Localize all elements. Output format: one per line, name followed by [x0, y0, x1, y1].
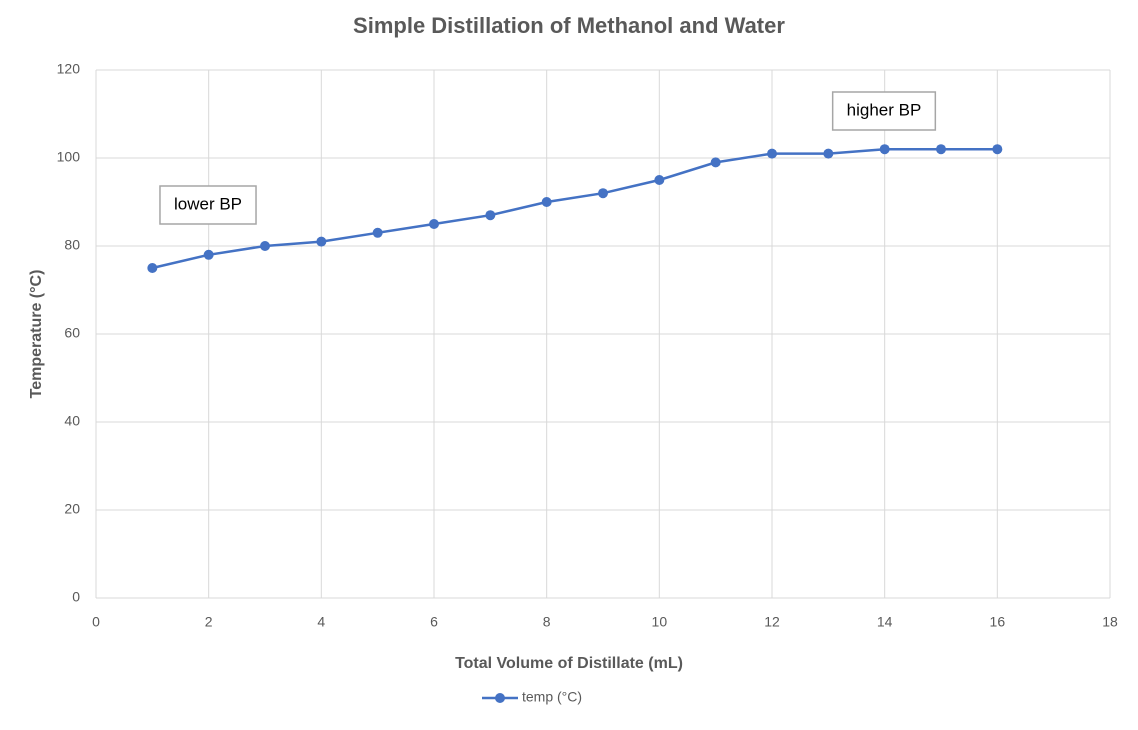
annotation: higher BP — [847, 100, 922, 119]
chart-title: Simple Distillation of Methanol and Wate… — [353, 13, 785, 38]
x-tick-label: 14 — [877, 614, 893, 630]
x-tick-label: 4 — [317, 614, 325, 630]
x-tick-label: 2 — [205, 614, 213, 630]
legend-label: temp (°C) — [522, 689, 582, 705]
legend-marker — [495, 693, 505, 703]
data-point — [598, 188, 608, 199]
x-tick-label: 12 — [764, 614, 780, 630]
x-tick-label: 8 — [543, 614, 551, 630]
data-point — [936, 144, 946, 155]
series-line — [152, 147, 998, 270]
data-point — [485, 210, 496, 221]
data-point — [710, 157, 721, 168]
annotation: lower BP — [174, 194, 242, 213]
annotation-box — [831, 91, 937, 131]
data-point — [541, 197, 552, 207]
y-tick-label: 100 — [57, 149, 81, 165]
x-tick-label: 18 — [1102, 614, 1118, 630]
y-tick-label: 20 — [64, 501, 80, 517]
data-point — [316, 236, 327, 247]
y-tick-label: 60 — [64, 325, 80, 341]
y-tick-label: 40 — [64, 413, 80, 429]
y-axis-label: Temperature (°C) — [28, 270, 45, 399]
x-tick-label: 6 — [430, 614, 438, 630]
data-point — [429, 219, 439, 229]
x-tick-label: 16 — [990, 614, 1006, 630]
data-point — [372, 227, 383, 238]
data-point — [203, 249, 214, 260]
x-axis-label: Total Volume of Distillate (mL) — [455, 655, 683, 672]
data-point — [767, 148, 777, 159]
y-tick-label: 120 — [57, 61, 81, 77]
data-point — [879, 144, 890, 155]
x-tick-label: 0 — [92, 614, 100, 630]
x-tick-label: 10 — [652, 614, 668, 630]
data-point — [992, 144, 1003, 155]
data-point — [147, 263, 158, 273]
y-tick-label: 80 — [64, 237, 80, 253]
data-point — [654, 175, 665, 185]
annotation-box — [159, 185, 257, 225]
data-point — [823, 148, 834, 159]
y-tick-label: 0 — [72, 589, 80, 605]
data-point — [260, 241, 270, 251]
